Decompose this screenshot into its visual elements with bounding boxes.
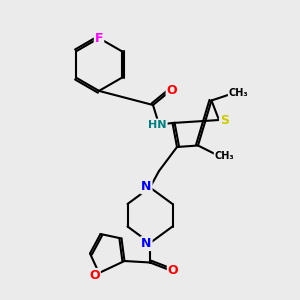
- Text: S: S: [220, 113, 229, 127]
- Text: N: N: [141, 237, 152, 250]
- Text: O: O: [168, 263, 178, 277]
- Text: O: O: [167, 83, 177, 97]
- Text: F: F: [95, 32, 103, 45]
- Text: N: N: [141, 180, 152, 194]
- Text: CH₃: CH₃: [214, 151, 234, 161]
- Text: CH₃: CH₃: [229, 88, 248, 98]
- Text: O: O: [89, 269, 100, 282]
- Text: HN: HN: [148, 119, 167, 130]
